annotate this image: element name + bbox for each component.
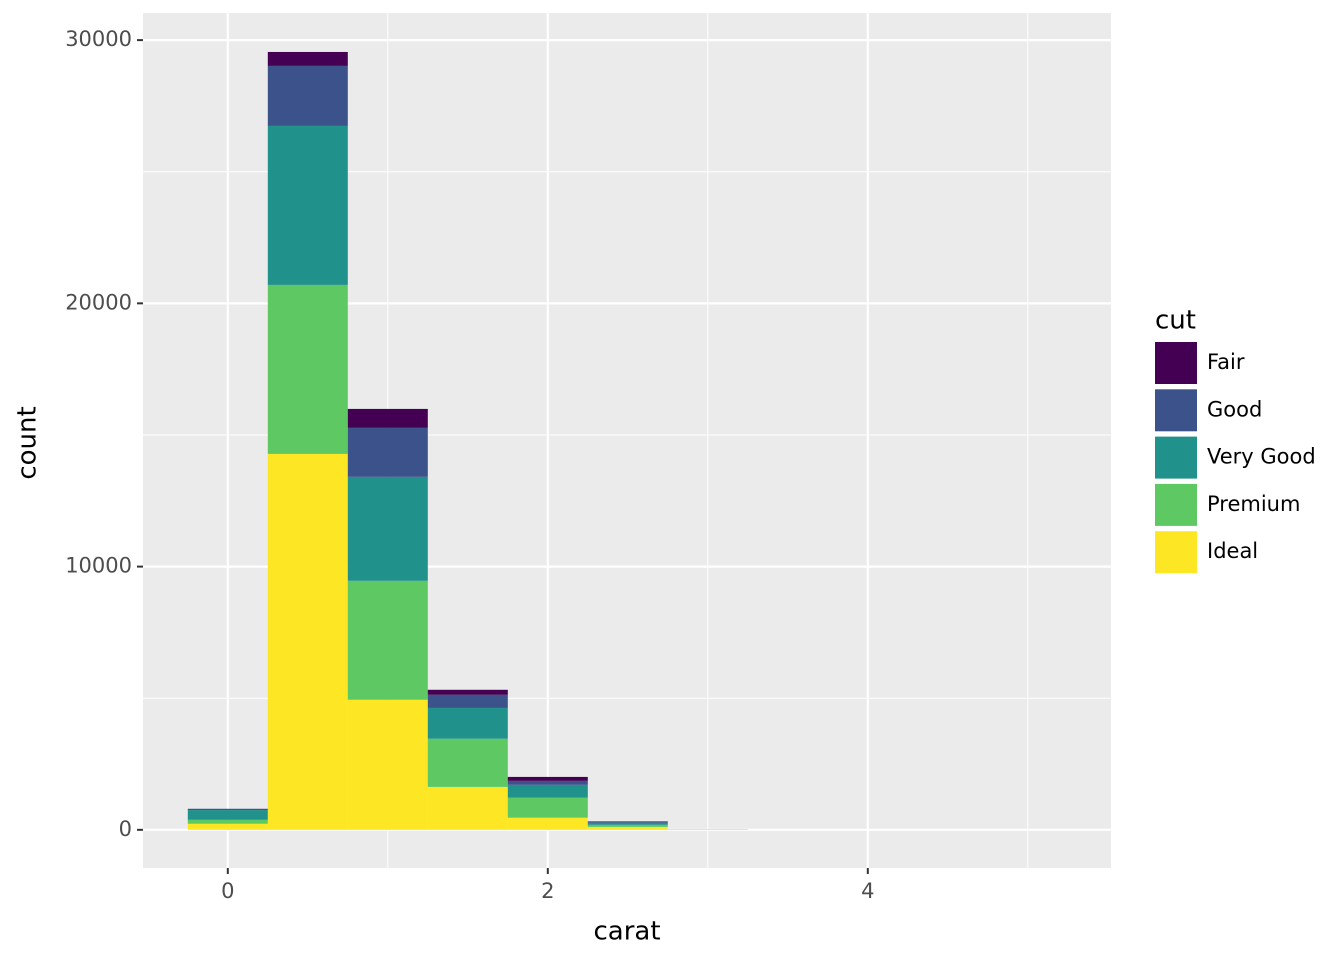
bar-segment [587, 821, 668, 822]
bar-segment [587, 822, 668, 825]
y-axis-title: count [13, 406, 43, 479]
bar-segment [427, 694, 508, 708]
y-tick-label: 30000 [65, 27, 132, 51]
bar-segment [347, 427, 428, 477]
bar-segment [267, 284, 348, 454]
bar-segment [507, 817, 588, 830]
bar-segment [427, 786, 508, 830]
bar-segment [427, 689, 508, 695]
y-tick-label: 20000 [65, 290, 132, 314]
y-tick-label: 0 [119, 817, 132, 841]
bar-segment [507, 797, 588, 818]
legend-key [1155, 531, 1197, 574]
bar-segment [507, 776, 588, 781]
legend-key [1155, 483, 1197, 526]
legend-label: Very Good [1207, 445, 1316, 469]
bar-segment [587, 826, 668, 830]
legend-key [1155, 342, 1197, 384]
legend-key [1155, 389, 1197, 432]
x-tick-label: 4 [861, 879, 874, 903]
x-axis-title: carat [593, 917, 660, 947]
bar-segment [187, 810, 268, 820]
legend-label: Fair [1207, 350, 1245, 374]
bar-segment [427, 707, 508, 739]
bar-segment [587, 824, 668, 827]
x-tick-label: 0 [221, 879, 234, 903]
bar-segment [347, 476, 428, 581]
bar-segment [347, 408, 428, 428]
bar-segment [507, 780, 588, 785]
bar-segment [187, 823, 268, 830]
bar-segment [347, 699, 428, 830]
legend: Fair Good Very Good Premium Ideal [1155, 342, 1316, 574]
bar-segment [587, 821, 668, 823]
bar-segment [267, 125, 348, 285]
bar-segment [347, 580, 428, 700]
legend-key [1155, 436, 1197, 479]
bar-segment [267, 65, 348, 126]
bar-segment [507, 784, 588, 798]
legend-label: Ideal [1207, 539, 1258, 563]
x-tick-label: 2 [541, 879, 554, 903]
bar-segment [267, 453, 348, 830]
y-tick-label: 10000 [65, 554, 132, 578]
bar-segment [187, 819, 268, 824]
legend-title: cut [1155, 306, 1196, 336]
legend-label: Good [1207, 397, 1262, 421]
bars [187, 51, 748, 830]
bar-segment [427, 738, 508, 787]
bar-segment [187, 808, 268, 811]
bar-segment [267, 51, 348, 66]
legend-label: Premium [1207, 492, 1300, 516]
